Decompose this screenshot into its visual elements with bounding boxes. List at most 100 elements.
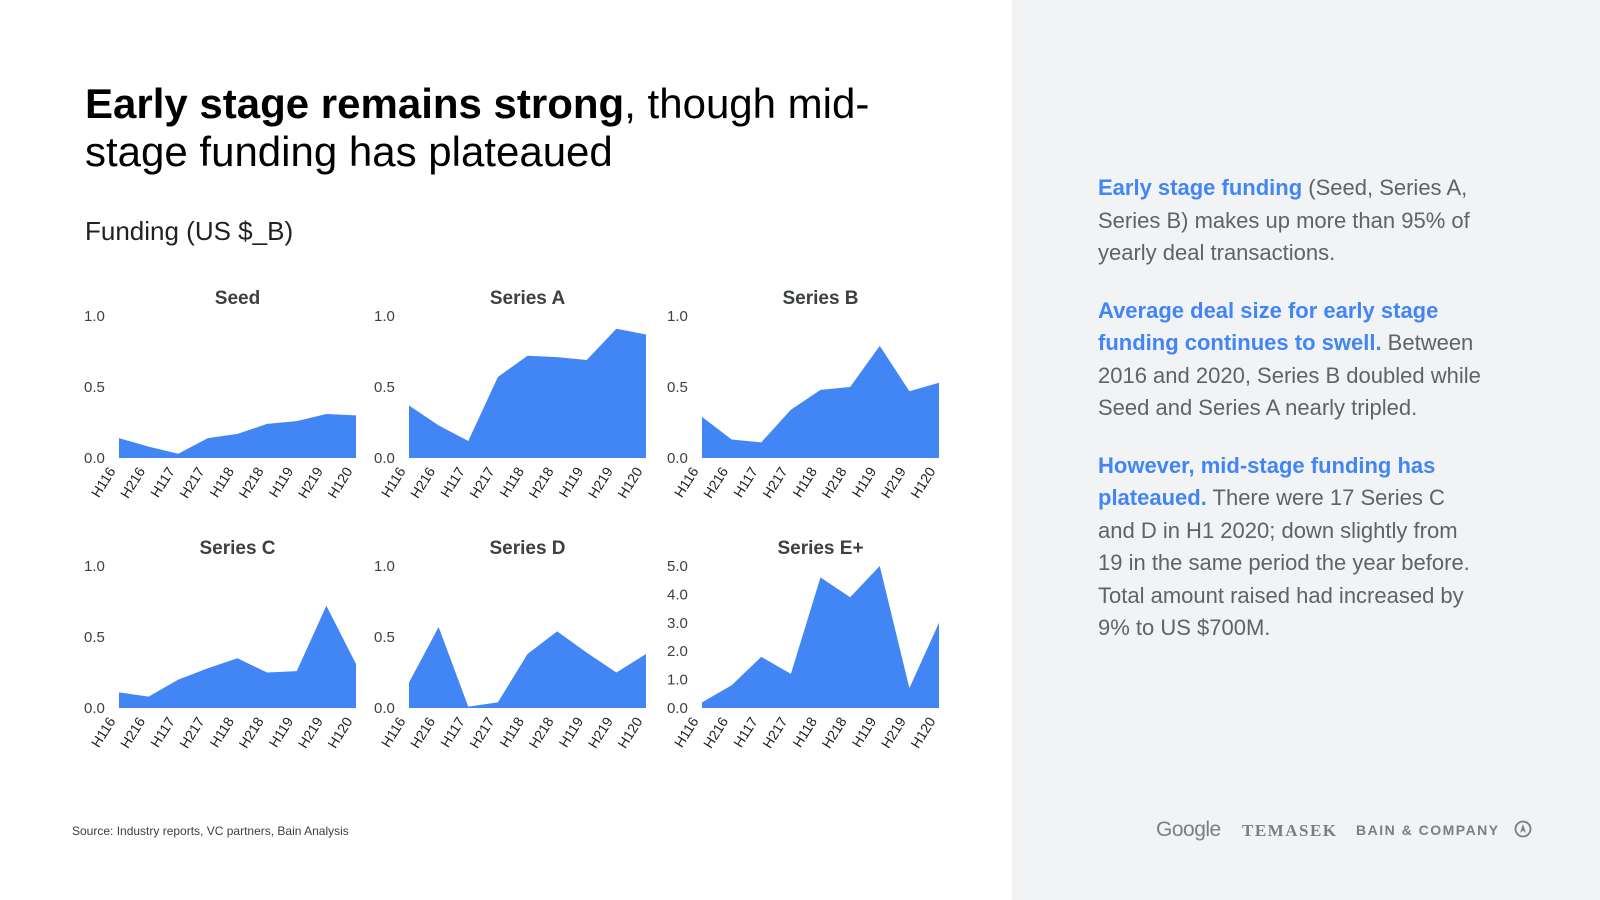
y-tick-label: 0.5 — [374, 379, 395, 396]
y-tick-label: 4.0 — [667, 586, 688, 603]
x-tick-label: H117 — [730, 464, 761, 500]
chart-title: Seed — [215, 288, 260, 309]
x-tick-label: H119 — [849, 714, 880, 750]
x-tick-label: H216 — [117, 464, 148, 501]
y-tick-label: 0.0 — [84, 450, 105, 467]
y-tick-label: 0.0 — [374, 700, 395, 717]
x-tick-label: H218 — [235, 714, 266, 751]
x-tick-label: H118 — [206, 464, 237, 500]
x-tick-label: H217 — [466, 714, 497, 751]
y-tick-label: 0.0 — [84, 700, 105, 717]
x-tick-label: H218 — [818, 464, 849, 501]
x-tick-label: H119 — [849, 464, 880, 500]
partner-logos: Google TEMASEK BAIN & COMPANY — [1156, 818, 1546, 848]
x-tick-label: H117 — [147, 714, 178, 750]
x-tick-label: H216 — [407, 464, 438, 501]
x-tick-label: H219 — [878, 464, 909, 501]
small-multiples-charts: Seed 1.0 0.5 0.0 H116 H216 H117 H217 H118 H218 H11… — [75, 285, 939, 765]
x-tick-label: H116 — [88, 714, 119, 750]
y-tick-label: 0.5 — [374, 629, 395, 646]
y-tick-label: 0.0 — [667, 700, 688, 717]
y-tick-label: 1.0 — [374, 558, 395, 575]
page-title-bold: Early stage remains strong — [85, 80, 625, 127]
commentary-point-3-text: There were 17 Series C and D in H1 2020;… — [1098, 485, 1470, 640]
y-tick-label: 1.0 — [667, 672, 688, 689]
y-tick-label: 5.0 — [667, 558, 688, 575]
bain-compass-icon — [1514, 820, 1532, 838]
chart-svg: Seed 1.0 0.5 0.0H116H216H117H217H118H218H11… — [84, 288, 356, 501]
commentary-text: Early stage funding (Seed, Series A, Ser… — [1098, 172, 1483, 670]
commentary-panel — [1012, 0, 1600, 900]
chart-svg: Series B1.00.50.0H116H216H117H217H118H21… — [667, 288, 939, 501]
x-tick-label: H217 — [176, 714, 207, 751]
x-tick-label: H118 — [789, 714, 820, 750]
x-tick-label: H118 — [496, 714, 527, 750]
x-tick-label: H118 — [789, 464, 820, 500]
series-area — [702, 345, 939, 458]
x-tick-label: H117 — [437, 464, 468, 500]
series-area — [119, 413, 356, 458]
series-area — [702, 566, 939, 708]
x-tick-label: H217 — [759, 714, 790, 751]
x-tick-label: H116 — [88, 464, 119, 500]
chart-title: Series B — [782, 288, 858, 309]
y-tick-label: 3.0 — [667, 615, 688, 632]
chart-series-d: Series D 1.0 0.5 0.0 H116 H216 H117 H217 H118 H21… — [365, 535, 655, 765]
chart-svg: Series A1.00.50.0H116H216H117H217H118H21… — [374, 288, 646, 501]
x-tick-label: H219 — [295, 464, 326, 501]
chart-title: Series E+ — [777, 538, 863, 559]
x-tick-label: H216 — [407, 714, 438, 751]
chart-title: Series C — [199, 538, 275, 559]
google-logo: Google — [1156, 818, 1221, 841]
chart-series-c: Series C 1.0 0.5 0.0 H116 H216 H117 H217 H118 H21… — [75, 535, 365, 765]
chart-svg: Series E+5.04.03.02.01.00.0H116H216H117H… — [667, 538, 939, 751]
x-tick-label: H116 — [671, 464, 702, 500]
chart-series-a: Series A 1.0 0.5 0.0 H116 H216 H117 H217 H118 H21… — [365, 285, 655, 515]
chart-title: Series D — [489, 538, 565, 559]
x-tick-label: H120 — [324, 464, 355, 501]
x-tick-label: H117 — [437, 714, 468, 750]
x-tick-label: H116 — [671, 714, 702, 750]
x-tick-label: H217 — [466, 464, 497, 501]
series-area — [409, 627, 646, 708]
x-tick-label: H219 — [878, 714, 909, 751]
commentary-point-2-highlight: Average deal size for early stage fundin… — [1098, 297, 1439, 356]
commentary-point-1: Early stage funding (Seed, Series A, Ser… — [1098, 172, 1483, 270]
x-tick-label: H120 — [907, 464, 938, 501]
page-title: Early stage remains strong, though mid-s… — [85, 80, 905, 176]
y-tick-label: 1.0 — [667, 308, 688, 325]
x-tick-label: H120 — [614, 714, 645, 751]
x-tick-label: H216 — [700, 714, 731, 751]
x-tick-label: H120 — [614, 464, 645, 501]
y-tick-label: 1.0 — [374, 308, 395, 325]
y-tick-label: 2.0 — [667, 643, 688, 660]
commentary-point-1-text: (Seed, Series A, Series B) makes up more… — [1098, 175, 1470, 265]
temasek-logo: TEMASEK — [1242, 821, 1338, 840]
x-tick-label: H118 — [206, 714, 237, 750]
x-tick-label: H218 — [818, 714, 849, 751]
x-tick-label: H120 — [907, 714, 938, 751]
commentary-point-3-highlight: However, mid-stage funding has plateaued… — [1098, 452, 1436, 511]
series-area — [409, 328, 646, 458]
x-tick-label: H120 — [324, 714, 355, 751]
x-tick-label: H119 — [556, 464, 587, 500]
y-tick-label: 0.0 — [374, 450, 395, 467]
x-tick-label: H218 — [525, 464, 556, 501]
y-tick-label: 0.5 — [84, 379, 105, 396]
y-tick-label: 1.0 — [84, 308, 105, 325]
x-tick-label: H117 — [147, 464, 178, 500]
commentary-point-2-text: Between 2016 and 2020, Series B doubled … — [1098, 330, 1481, 420]
x-tick-label: H219 — [295, 714, 326, 751]
chart-seed: Seed 1.0 0.5 0.0 H116 H216 H117 H217 H118 H218 H11… — [75, 285, 365, 515]
funding-unit-label: Funding (US $_B) — [85, 216, 294, 246]
x-tick-label: H217 — [176, 464, 207, 501]
x-tick-label: H117 — [730, 714, 761, 750]
commentary-point-1-highlight: Early stage funding — [1098, 175, 1303, 200]
x-tick-label: H217 — [759, 464, 790, 501]
x-tick-label: H119 — [266, 464, 297, 500]
x-tick-label: H218 — [525, 714, 556, 751]
y-tick-label: 0.5 — [84, 629, 105, 646]
y-tick-label: 0.0 — [667, 450, 688, 467]
chart-title: Series A — [490, 288, 566, 309]
chart-svg: Series C1.00.50.0H116H216H117H217H118H21… — [84, 538, 356, 751]
